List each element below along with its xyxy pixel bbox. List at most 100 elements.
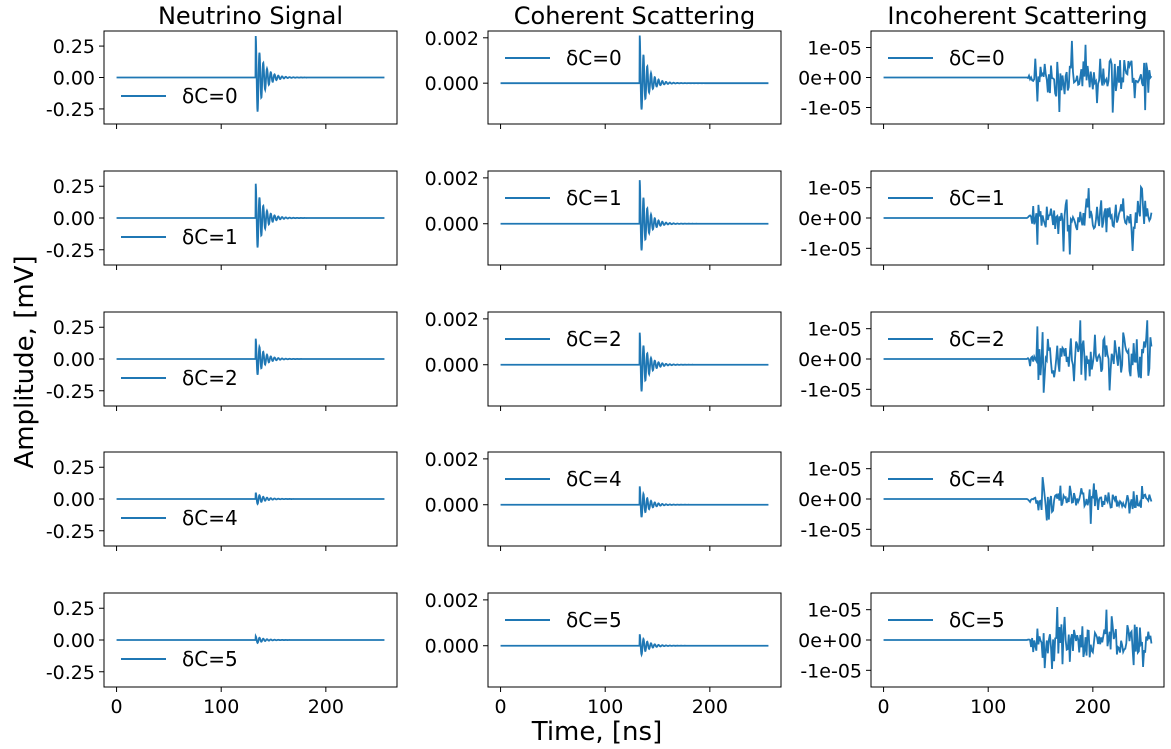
axes-frame <box>487 451 782 547</box>
series-line <box>116 492 385 506</box>
subplot: 0.25 0.00 -0.25 δC=1 <box>46 170 398 270</box>
legend-label: δC=5 <box>182 647 238 671</box>
series-line <box>116 183 385 248</box>
legend-label: δC=5 <box>949 608 1005 632</box>
y-tick-label: 0.00 <box>53 208 95 230</box>
y-tick-label: 0e+00 <box>798 349 862 371</box>
y-tick-label: 0.002 <box>425 590 479 612</box>
y-tick-label: 0e+00 <box>798 489 862 511</box>
legend-label: δC=0 <box>949 46 1005 70</box>
axes-frame <box>487 170 782 266</box>
subplot: 1e-05 0e+00 -1e-05 δC=4 <box>798 451 1165 551</box>
y-tick-label: 0.000 <box>425 214 479 236</box>
series-line <box>883 477 1153 524</box>
legend-label: δC=4 <box>949 467 1005 491</box>
subplot: 1e-05 0e+00 -1e-05 δC=2 <box>798 311 1165 411</box>
subplot: 1e-05 0e+00 -1e-05 0 100 200 δC=5 <box>798 592 1165 718</box>
series-line <box>500 486 769 518</box>
y-tick-label: 0.000 <box>425 355 479 377</box>
y-tick-label: 0e+00 <box>798 208 862 230</box>
y-tick-label: 0.000 <box>425 636 479 658</box>
y-tick-label: -1e-05 <box>800 98 862 120</box>
legend-label: δC=4 <box>182 506 238 530</box>
y-tick-label: 0.25 <box>53 457 95 479</box>
y-tick-label: 1e-05 <box>807 178 862 200</box>
subplot: 0.002 0.000 δC=0 <box>425 28 782 129</box>
series-line <box>883 184 1153 255</box>
series-line <box>500 332 769 392</box>
x-tick-label: 200 <box>692 696 728 718</box>
y-tick-label: -0.25 <box>46 381 95 403</box>
subplot: 0.25 0.00 -0.25 δC=2 <box>46 311 398 411</box>
subplot-title: Neutrino Signal <box>158 2 343 30</box>
y-tick-label: 1e-05 <box>807 459 862 481</box>
subplot-title: Coherent Scattering <box>514 2 755 30</box>
series-line <box>116 338 385 375</box>
legend-label: δC=2 <box>949 327 1005 351</box>
y-tick-label: -0.25 <box>46 99 95 121</box>
subplot-title: Incoherent Scattering <box>887 2 1147 30</box>
axes-frame <box>487 592 782 688</box>
y-tick-label: 0.000 <box>425 73 479 95</box>
subplot: 1e-05 0e+00 -1e-05 δC=1 <box>798 170 1165 270</box>
x-tick-label: 200 <box>1075 696 1111 718</box>
y-tick-label: 0.25 <box>53 36 95 58</box>
y-tick-label: 0.002 <box>425 449 479 471</box>
x-tick-label: 0 <box>878 696 890 718</box>
subplot: 1e-05 0e+00 -1e-05 δC=0 <box>798 30 1165 129</box>
y-tick-label: 0.25 <box>53 176 95 198</box>
y-tick-label: -1e-05 <box>800 519 862 541</box>
subplot: 0.002 0.000 0 100 200 δC=5 <box>425 590 782 718</box>
y-tick-label: 0.00 <box>53 68 95 90</box>
y-tick-label: 0.002 <box>425 28 479 50</box>
subplot: 0.002 0.000 δC=1 <box>425 168 782 270</box>
y-tick-label: -0.25 <box>46 240 95 262</box>
y-tick-label: 1e-05 <box>807 319 862 341</box>
y-tick-label: 0e+00 <box>798 630 862 652</box>
x-tick-label: 0 <box>495 696 507 718</box>
y-tick-label: 0.25 <box>53 317 95 339</box>
axes-frame <box>487 30 782 125</box>
series-line <box>500 180 769 251</box>
legend-label: δC=5 <box>566 608 622 632</box>
legend-label: δC=1 <box>566 186 622 210</box>
legend-label: δC=1 <box>949 186 1005 210</box>
y-tick-label: 0.00 <box>53 349 95 371</box>
legend-label: δC=0 <box>182 84 238 108</box>
axes-frame <box>487 311 782 407</box>
legend-label: δC=2 <box>566 327 622 351</box>
legend-label: δC=2 <box>182 366 238 390</box>
y-tick-label: 0.25 <box>53 598 95 620</box>
y-tick-label: 0.000 <box>425 495 479 517</box>
y-tick-label: -1e-05 <box>800 660 862 682</box>
subplot: 0.002 0.000 δC=4 <box>425 449 782 551</box>
series-line <box>116 35 385 112</box>
y-tick-label: -0.25 <box>46 521 95 543</box>
subplot: 0.25 0.00 -0.25 δC=4 <box>46 451 398 551</box>
series-line <box>500 634 769 658</box>
subplot: 0.25 0.00 -0.25 0 100 200 δC=5 <box>46 592 398 718</box>
y-tick-label: -0.25 <box>46 662 95 684</box>
y-tick-label: 1e-05 <box>807 38 862 60</box>
series-line <box>883 320 1153 393</box>
x-tick-label: 200 <box>308 696 344 718</box>
subplot: 0.002 0.000 δC=2 <box>425 309 782 411</box>
x-tick-label: 100 <box>970 696 1006 718</box>
series-line <box>883 606 1153 670</box>
series-line <box>116 633 385 645</box>
y-tick-label: 1e-05 <box>807 600 862 622</box>
y-tick-label: 0.002 <box>425 309 479 331</box>
legend-label: δC=4 <box>566 467 622 491</box>
x-tick-label: 100 <box>587 696 623 718</box>
legend-label: δC=1 <box>182 225 238 249</box>
series-line <box>500 35 769 110</box>
figure-ylabel: Amplitude, [mV] <box>10 255 40 468</box>
subplot: 0.25 0.00 -0.25 δC=0 <box>46 30 398 129</box>
x-tick-label: 0 <box>111 696 123 718</box>
figure-xlabel: Time, [ns] <box>531 717 662 747</box>
y-tick-label: 0.00 <box>53 489 95 511</box>
y-tick-label: -1e-05 <box>800 238 862 260</box>
y-tick-label: 0.00 <box>53 630 95 652</box>
subplot-grid: Neutrino Signal 0.25 0.00 -0.25 δC=0 0.25 0.00… <box>46 2 1165 718</box>
